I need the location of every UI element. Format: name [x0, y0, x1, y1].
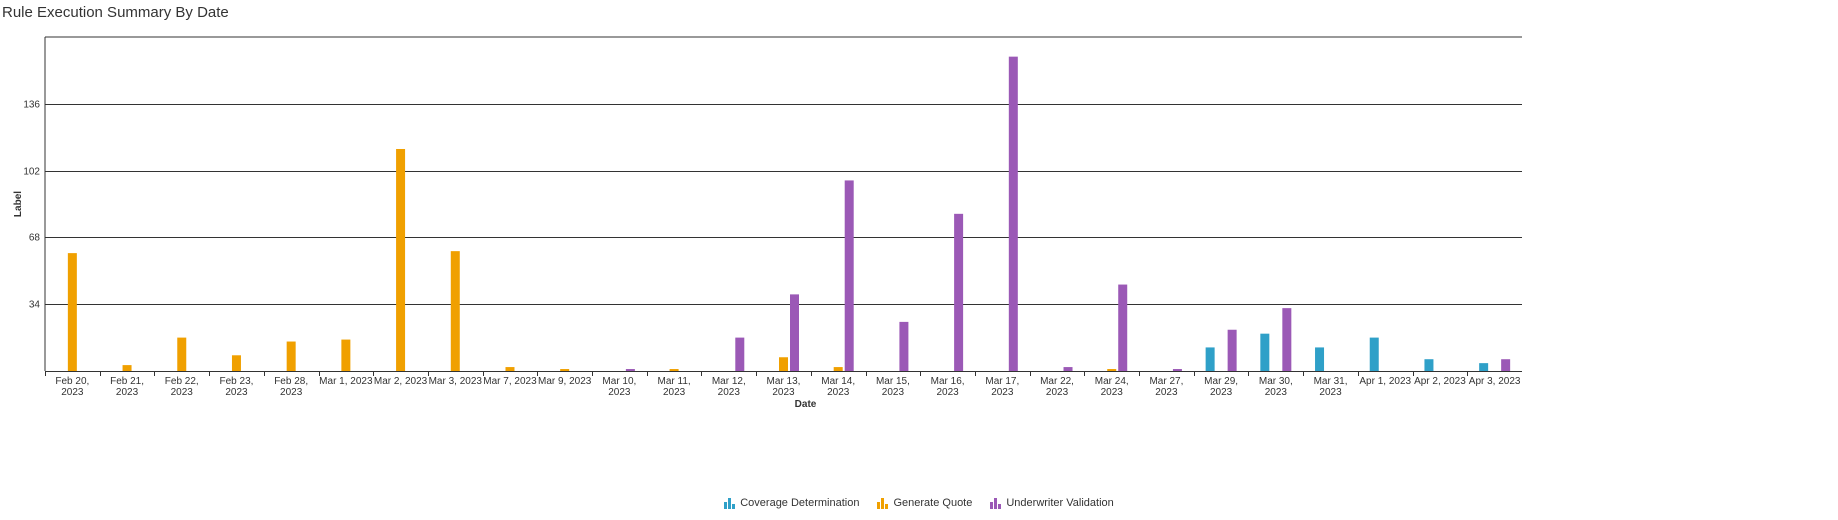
bar-generate-quote — [450, 251, 460, 371]
x-tick-label: 2023 — [1046, 387, 1069, 398]
bar-underwriter-validation — [1282, 308, 1292, 371]
x-tick-label: Mar 7, 2023 — [483, 376, 537, 387]
x-tick-label: 2023 — [718, 387, 741, 398]
bar-generate-quote — [833, 367, 843, 371]
bar-underwriter-validation — [1118, 284, 1128, 371]
x-tick-label: Feb 28, — [274, 376, 308, 387]
x-tick-label: Feb 21, — [110, 376, 144, 387]
bar-chart-icon — [724, 497, 736, 509]
x-tick-label: Mar 14, — [821, 376, 855, 387]
bar-coverage-determination — [1260, 333, 1270, 371]
x-tick-label: 2023 — [1101, 387, 1124, 398]
bar-generate-quote — [505, 367, 515, 371]
bar-generate-quote — [396, 148, 406, 371]
y-tick-label: 68 — [29, 233, 41, 244]
bar-underwriter-validation — [1172, 369, 1182, 371]
x-tick-label: 2023 — [61, 387, 84, 398]
bar-generate-quote — [779, 357, 788, 371]
x-tick-label: Mar 10, — [602, 376, 636, 387]
bar-coverage-determination — [1315, 347, 1325, 371]
x-tick-label: Mar 24, — [1095, 376, 1129, 387]
x-tick-label: Mar 1, 2023 — [319, 376, 373, 387]
bar-generate-quote — [1107, 369, 1117, 371]
x-tick-label: Mar 27, — [1149, 376, 1183, 387]
x-tick-label: 2023 — [991, 387, 1014, 398]
x-axis-title: Date — [795, 399, 817, 410]
x-tick-label: Mar 15, — [876, 376, 910, 387]
bar-generate-quote — [231, 355, 241, 371]
chart-title: Rule Execution Summary By Date — [2, 4, 229, 21]
x-tick-label: Mar 11, — [658, 376, 691, 387]
x-tick-label: Mar 13, — [767, 376, 801, 387]
bar-underwriter-validation — [735, 337, 745, 371]
bar-generate-quote — [560, 369, 570, 371]
x-tick-label: 2023 — [936, 387, 959, 398]
x-tick-label: Mar 2, 2023 — [374, 376, 428, 387]
x-tick-label: 2023 — [171, 387, 194, 398]
bar-generate-quote — [341, 339, 351, 371]
x-tick-label: Mar 30, — [1259, 376, 1293, 387]
bar-underwriter-validation — [790, 294, 799, 371]
bar-underwriter-validation — [1227, 329, 1237, 371]
x-tick-label: Mar 17, — [985, 376, 1019, 387]
legend-label: Underwriter Validation — [1006, 497, 1114, 509]
bar-coverage-determination — [1479, 363, 1489, 371]
x-tick-label: 2023 — [1319, 387, 1342, 398]
bar-coverage-determination — [1205, 347, 1215, 371]
x-tick-label: Apr 1, 2023 — [1359, 376, 1411, 387]
x-tick-label: 2023 — [772, 387, 795, 398]
bar-underwriter-validation — [1501, 359, 1511, 371]
x-tick-label: 2023 — [827, 387, 850, 398]
x-tick-label: Apr 2, 2023 — [1414, 376, 1466, 387]
y-tick-label: 136 — [23, 100, 40, 111]
bar-generate-quote — [67, 253, 77, 371]
x-tick-label: Mar 3, 2023 — [429, 376, 483, 387]
bar-generate-quote — [177, 337, 187, 371]
y-axis-title: Label — [13, 191, 24, 217]
x-tick-label: Mar 16, — [931, 376, 965, 387]
x-tick-label: 2023 — [1265, 387, 1288, 398]
x-tick-label: Mar 9, 2023 — [538, 376, 592, 387]
legend-label: Generate Quote — [893, 497, 973, 509]
x-tick-label: 2023 — [280, 387, 303, 398]
x-tick-label: Feb 22, — [165, 376, 199, 387]
x-tick-label: 2023 — [1210, 387, 1233, 398]
bar-coverage-determination — [1369, 337, 1379, 371]
bar-chart-icon — [990, 497, 1002, 509]
bar-coverage-determination — [1424, 359, 1434, 371]
bar-generate-quote — [669, 369, 679, 371]
bar-underwriter-validation — [844, 180, 854, 371]
x-tick-label: 2023 — [1155, 387, 1178, 398]
bar-underwriter-validation — [625, 369, 635, 371]
x-tick-label: Feb 23, — [220, 376, 254, 387]
legend-item-underwriter-validation[interactable]: Underwriter Validation — [990, 497, 1114, 509]
bar-chart-icon — [877, 497, 889, 509]
legend-item-generate-quote[interactable]: Generate Quote — [877, 497, 972, 509]
bar-underwriter-validation — [1063, 367, 1073, 371]
y-tick-label: 102 — [23, 167, 40, 178]
x-tick-label: 2023 — [608, 387, 631, 398]
bar-underwriter-validation — [954, 213, 964, 371]
x-tick-label: 2023 — [882, 387, 905, 398]
bar-underwriter-validation — [899, 321, 909, 371]
bar-generate-quote — [122, 365, 132, 371]
x-tick-label: 2023 — [663, 387, 686, 398]
bar-generate-quote — [286, 341, 296, 371]
x-tick-label: Mar 22, — [1040, 376, 1074, 387]
legend-item-coverage-determination[interactable]: Coverage Determination — [724, 497, 859, 509]
x-tick-label: 2023 — [116, 387, 139, 398]
x-tick-label: Feb 20, — [55, 376, 89, 387]
x-tick-label: 2023 — [225, 387, 248, 398]
y-tick-label: 34 — [29, 300, 41, 311]
chart-legend: Coverage Determination Generate Quote Unde… — [0, 497, 1838, 509]
x-tick-label: Mar 12, — [712, 376, 746, 387]
bar-underwriter-validation — [1008, 56, 1018, 371]
legend-label: Coverage Determination — [740, 497, 860, 509]
x-tick-label: Apr 3, 2023 — [1469, 376, 1521, 387]
x-tick-label: Mar 29, — [1204, 376, 1238, 387]
x-tick-label: Mar 31, — [1314, 376, 1348, 387]
